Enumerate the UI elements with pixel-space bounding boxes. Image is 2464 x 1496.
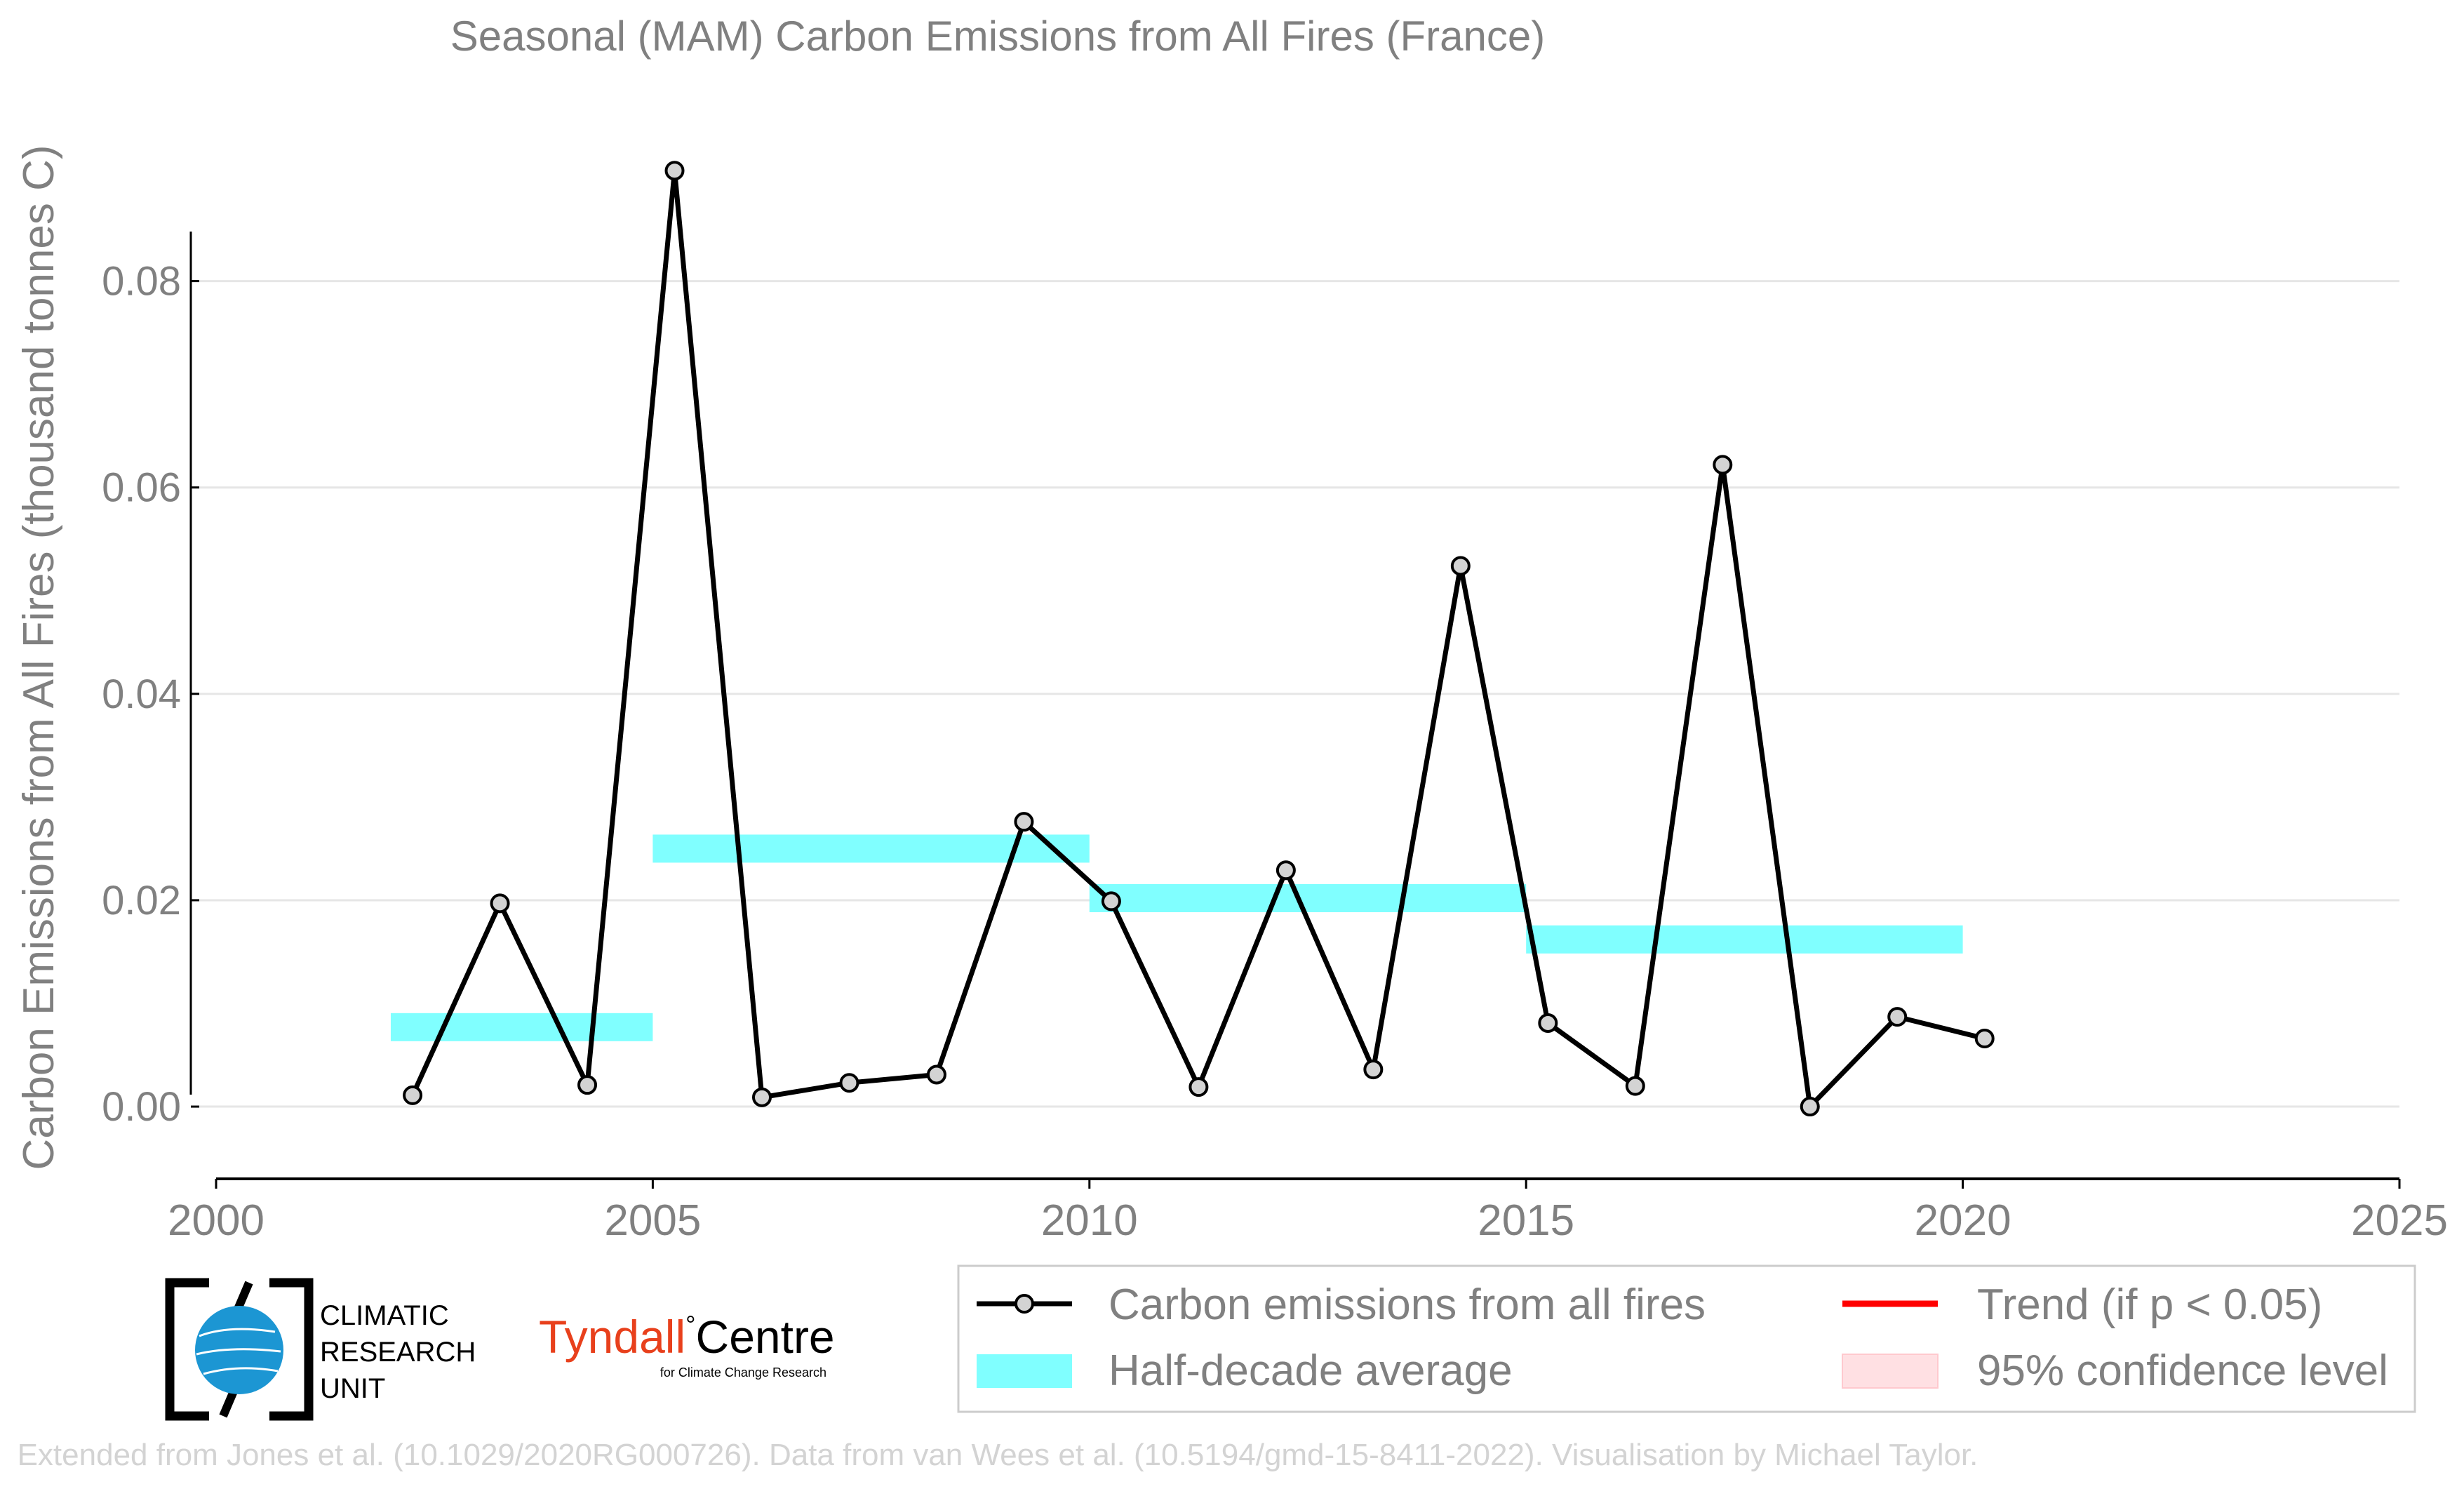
grid-lines [191, 280, 2399, 1108]
data-point-3 [664, 161, 685, 181]
data-point-6 [926, 1064, 946, 1085]
x-tick-label-1: 2005 [604, 1196, 701, 1245]
tyndall-logo: Tyndall°Centre for Climate Change Resear… [539, 1310, 835, 1380]
legend: Carbon emissions from all fires Trend (i… [957, 1264, 2416, 1413]
x-tick-label-4: 2020 [1915, 1196, 2011, 1245]
tyndall-name: Tyndall [539, 1311, 685, 1363]
data-point-13 [1538, 1013, 1558, 1033]
half-decade-bars [390, 834, 1963, 1041]
y-tick-label-1: 0.02 [102, 878, 181, 923]
data-point-0 [403, 1085, 423, 1105]
legend-label-trend: Trend (if p < 0.05) [1977, 1281, 2322, 1329]
series-line-0 [410, 168, 1986, 1109]
chart-title: Seasonal (MAM) Carbon Emissions from All… [450, 13, 1545, 60]
cru-text-line3: UNIT [320, 1373, 385, 1404]
cru-text-line2: RESEARCH [320, 1337, 476, 1368]
data-point-2 [577, 1075, 598, 1095]
data-point-17 [1887, 1007, 1908, 1027]
y-tick-label-4: 0.08 [102, 259, 181, 305]
half-decade-bar-3 [1526, 925, 1963, 954]
data-point-8 [1101, 891, 1121, 911]
cru-text-line1: CLIMATIC [320, 1300, 449, 1331]
y-axis-label: Carbon Emissions from All Fires (thousan… [15, 145, 63, 1170]
data-point-11 [1363, 1060, 1384, 1080]
half-decade-bar-1 [652, 834, 1090, 863]
data-point-5 [839, 1073, 859, 1093]
data-point-7 [1014, 812, 1034, 832]
x-tick-label-3: 2015 [1478, 1196, 1574, 1245]
data-point-10 [1275, 860, 1296, 881]
y-tick-label-0: 0.00 [102, 1084, 181, 1130]
data-point-15 [1713, 455, 1733, 475]
cru-logo: CLIMATIC RESEARCH UNIT [165, 1278, 476, 1421]
credit-line: Extended from Jones et al. (10.1029/2020… [18, 1438, 1978, 1472]
x-tick-label-2: 2010 [1041, 1196, 1138, 1245]
svg-text:Tyndall°Centre: Tyndall°Centre [539, 1310, 835, 1363]
tyndall-subtitle: for Climate Change Research [660, 1365, 826, 1380]
legend-label-half-decade: Half-decade average [1109, 1347, 1513, 1395]
data-point-16 [1800, 1097, 1820, 1117]
data-point-1 [490, 893, 510, 914]
tyndall-suffix: Centre [696, 1311, 835, 1363]
data-point-14 [1625, 1076, 1645, 1096]
y-tick-label-2: 0.04 [102, 672, 181, 717]
legend-label-emissions: Carbon emissions from all fires [1109, 1281, 1706, 1329]
data-point-12 [1450, 556, 1471, 576]
x-tick-label-0: 2000 [168, 1196, 265, 1245]
y-tick-label-3: 0.06 [102, 465, 181, 511]
data-point-18 [1974, 1029, 1995, 1048]
half-decade-bar-0 [390, 1013, 653, 1041]
series-emissions [403, 161, 1995, 1117]
x-tick-label-5: 2025 [2351, 1196, 2448, 1245]
axes: 0.00 0.02 0.04 0.06 0.08 2000 2005 2010 2015 2020… [102, 232, 2448, 1245]
half-decade-bar-2 [1089, 884, 1527, 912]
legend-label-confidence: 95% confidence level [1977, 1347, 2388, 1395]
data-point-4 [752, 1087, 772, 1107]
data-point-9 [1189, 1077, 1209, 1097]
